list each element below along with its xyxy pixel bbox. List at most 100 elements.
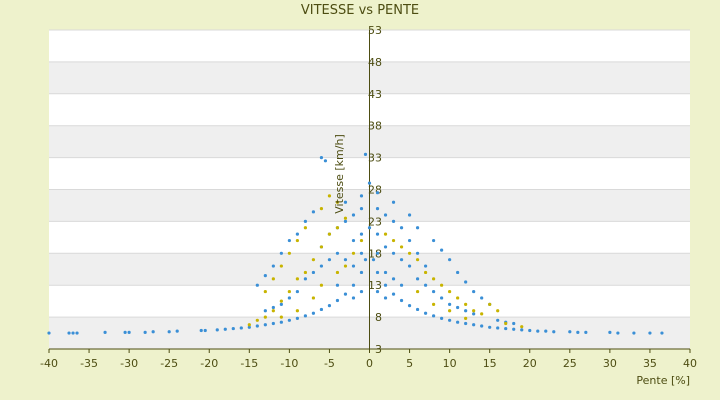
data-point [464, 280, 468, 284]
data-point [247, 323, 251, 327]
x-tick-label: 25 [563, 357, 577, 370]
data-point [456, 270, 460, 275]
data-point [544, 329, 548, 333]
data-point [343, 200, 348, 204]
data-point [319, 264, 324, 268]
data-point [415, 307, 420, 312]
data-point [496, 309, 500, 313]
data-point [327, 194, 332, 198]
data-point [520, 328, 524, 332]
y-tick-label: 3 [375, 343, 382, 356]
data-point [263, 289, 267, 294]
y-tick-label: 13 [368, 279, 382, 292]
plot-area [49, 29, 690, 350]
data-point [432, 302, 436, 306]
data-point [472, 289, 476, 294]
data-point [351, 213, 356, 217]
data-point [343, 264, 348, 268]
data-point [568, 330, 572, 334]
data-point [415, 258, 420, 262]
data-point [399, 258, 404, 262]
data-point [311, 270, 316, 275]
data-point [335, 251, 340, 255]
data-point [448, 258, 452, 262]
y-tick-label: 48 [368, 56, 382, 69]
data-point [423, 264, 428, 268]
data-point [143, 330, 147, 335]
data-point [359, 251, 364, 255]
x-tick-label: 35 [643, 357, 657, 370]
x-tick-label: -25 [160, 357, 178, 370]
data-point [391, 292, 396, 296]
data-point [343, 258, 348, 262]
y-tick-label: 8 [375, 311, 382, 324]
data-point [660, 331, 664, 335]
y-tick-label: 43 [368, 88, 382, 101]
data-point [432, 289, 436, 294]
data-point [287, 289, 291, 294]
data-point [295, 232, 299, 236]
data-point [271, 264, 275, 268]
data-point [123, 330, 127, 335]
x-tick-label: -30 [120, 357, 138, 370]
data-point [359, 232, 364, 236]
data-point [528, 328, 532, 333]
data-point [271, 321, 275, 326]
data-point [399, 245, 404, 249]
data-point [287, 238, 291, 243]
data-point [608, 330, 612, 335]
data-point [271, 309, 275, 313]
chart-title: VITESSE vs PENTE [301, 3, 419, 18]
data-point [584, 330, 588, 335]
data-point [343, 292, 348, 296]
data-point [536, 329, 540, 333]
data-point [215, 328, 219, 332]
data-point [351, 238, 356, 243]
data-point [391, 200, 396, 204]
data-point [415, 277, 420, 281]
data-point [456, 320, 460, 324]
data-point [319, 207, 324, 211]
data-point [407, 264, 412, 268]
x-tick-label: 10 [443, 357, 457, 370]
data-point [255, 318, 259, 322]
data-point [472, 312, 476, 316]
data-point [263, 315, 267, 319]
y-tick-label: 23 [368, 215, 382, 228]
data-point [363, 258, 368, 262]
data-point [295, 309, 299, 313]
data-point [423, 311, 428, 315]
data-point [203, 328, 207, 333]
data-point [375, 207, 380, 211]
data-point [311, 210, 316, 214]
data-point [423, 270, 428, 275]
data-point [480, 312, 484, 316]
data-point [359, 289, 364, 294]
data-point [520, 325, 524, 329]
data-point [504, 321, 508, 326]
data-point [295, 289, 299, 294]
data-point [223, 327, 227, 331]
data-point [496, 318, 500, 322]
data-point [263, 274, 267, 278]
data-point [440, 283, 444, 287]
data-point [295, 316, 299, 320]
data-point [496, 326, 500, 330]
data-point [552, 330, 556, 334]
data-point [287, 251, 291, 255]
data-point [472, 323, 476, 327]
data-point [391, 277, 396, 281]
y-tick-label: 38 [368, 120, 382, 133]
data-point [151, 330, 155, 334]
data-point [464, 302, 468, 306]
data-point [343, 216, 348, 220]
data-point [480, 324, 484, 328]
data-point [383, 296, 388, 300]
data-point [399, 283, 404, 287]
data-point [440, 296, 444, 300]
y-tick-label: 18 [368, 247, 382, 260]
data-point [456, 296, 460, 300]
data-point [67, 331, 71, 335]
data-point [239, 326, 243, 330]
